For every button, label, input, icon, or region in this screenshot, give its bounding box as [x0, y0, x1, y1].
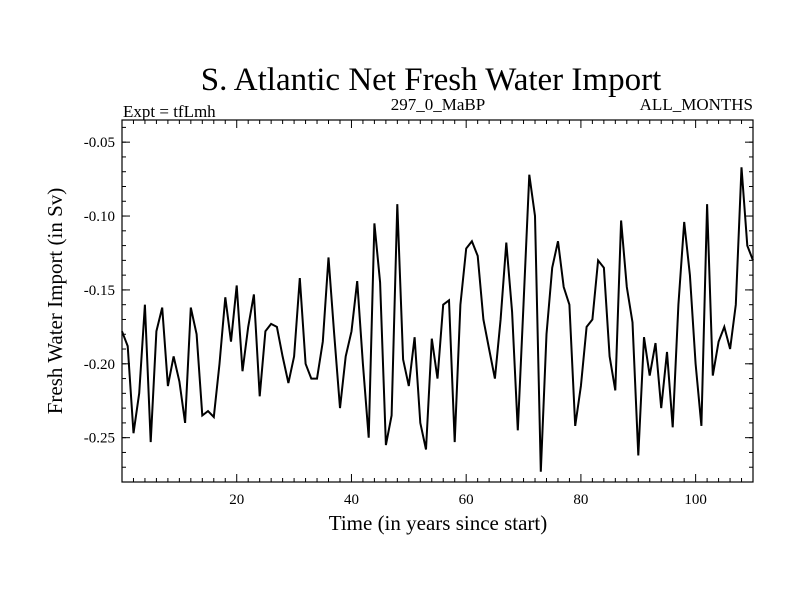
x-tick-label: 100 — [684, 492, 707, 508]
y-tick-label: -0.20 — [84, 357, 115, 373]
series-group — [121, 167, 754, 472]
x-tick-label: 60 — [459, 492, 474, 508]
x-axis-ticks: 20 40 60 80 100 — [132, 120, 754, 508]
plot-frame — [121, 119, 754, 483]
y-tick-label: -0.10 — [84, 209, 115, 225]
y-axis-label: Fresh Water Import (in Sv) — [43, 188, 67, 415]
experiment-label: Expt = tfLmh — [123, 102, 216, 121]
x-tick-label: 20 — [229, 492, 244, 508]
x-tick-label: 40 — [344, 492, 359, 508]
months-label: ALL_MONTHS — [640, 95, 753, 114]
y-tick-label: -0.05 — [84, 135, 115, 151]
x-axis-label: Time (in years since start) — [329, 511, 548, 535]
chart-title: S. Atlantic Net Fresh Water Import — [201, 62, 662, 98]
y-tick-label: -0.25 — [84, 431, 115, 447]
y-axis-ticks: -0.05 -0.10 -0.15 -0.20 -0.25 — [84, 126, 753, 483]
series-line — [121, 167, 754, 472]
x-tick-label: 80 — [573, 492, 588, 508]
y-tick-label: -0.15 — [84, 283, 115, 299]
run-label: 297_0_MaBP — [391, 95, 485, 114]
